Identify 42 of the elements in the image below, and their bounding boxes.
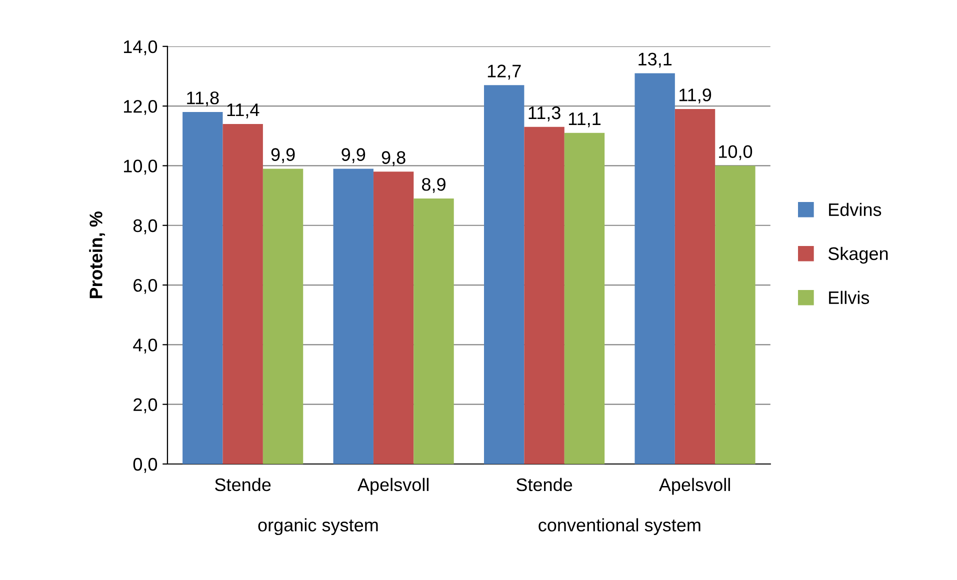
- y-tick-label: 0,0: [133, 458, 158, 473]
- legend-label: Skagen: [828, 246, 888, 264]
- text: conventional system: [538, 518, 700, 536]
- y-tick-label: 4,0: [133, 338, 158, 354]
- y-axis-title: Protein, %: [89, 212, 105, 298]
- data-label: 9,9: [342, 148, 366, 164]
- y-tick-label: 10,0: [124, 160, 158, 175]
- bar: [333, 168, 374, 464]
- x-tick-label: Stende: [215, 478, 271, 492]
- x-tick-label: Stende: [516, 478, 572, 492]
- data-label: 9,8: [382, 151, 406, 166]
- data-label: 11,4: [227, 104, 260, 118]
- bar: [373, 172, 414, 464]
- data-label: 8,9: [422, 178, 446, 193]
- bar: [715, 166, 756, 464]
- bar: [674, 109, 716, 464]
- data-label: 11,9: [679, 88, 712, 104]
- bar: [414, 198, 454, 464]
- data-label: 12,7: [488, 64, 521, 80]
- data-label: 11,3: [528, 106, 560, 122]
- bar: [524, 126, 564, 464]
- bar: [182, 112, 223, 464]
- y-tick-label: 14,0: [124, 40, 158, 56]
- y-tick-label: 6,0: [134, 278, 158, 294]
- data-label: 10,0: [719, 145, 752, 160]
- bar: [222, 124, 263, 464]
- data-label: 11,8: [187, 92, 219, 106]
- x-tick-label: Apelsvoll: [658, 478, 730, 495]
- bar: [634, 73, 675, 464]
- bar: [484, 85, 524, 464]
- data-label: 13,1: [638, 52, 672, 68]
- bar: [564, 132, 605, 464]
- data-label: 11,1: [568, 112, 601, 128]
- legend-label: Ellvis: [829, 290, 870, 304]
- x-tick-label: Apelsvoll: [357, 478, 428, 495]
- data-label: 9,9: [271, 148, 295, 164]
- y-tick-label: 8,0: [133, 219, 158, 234]
- y-tick-label: 2,0: [134, 398, 158, 414]
- legend-label: Edvins: [829, 202, 882, 216]
- bar: [262, 168, 304, 464]
- y-tick-label: 12,0: [124, 100, 158, 115]
- text: organic system: [258, 518, 378, 536]
